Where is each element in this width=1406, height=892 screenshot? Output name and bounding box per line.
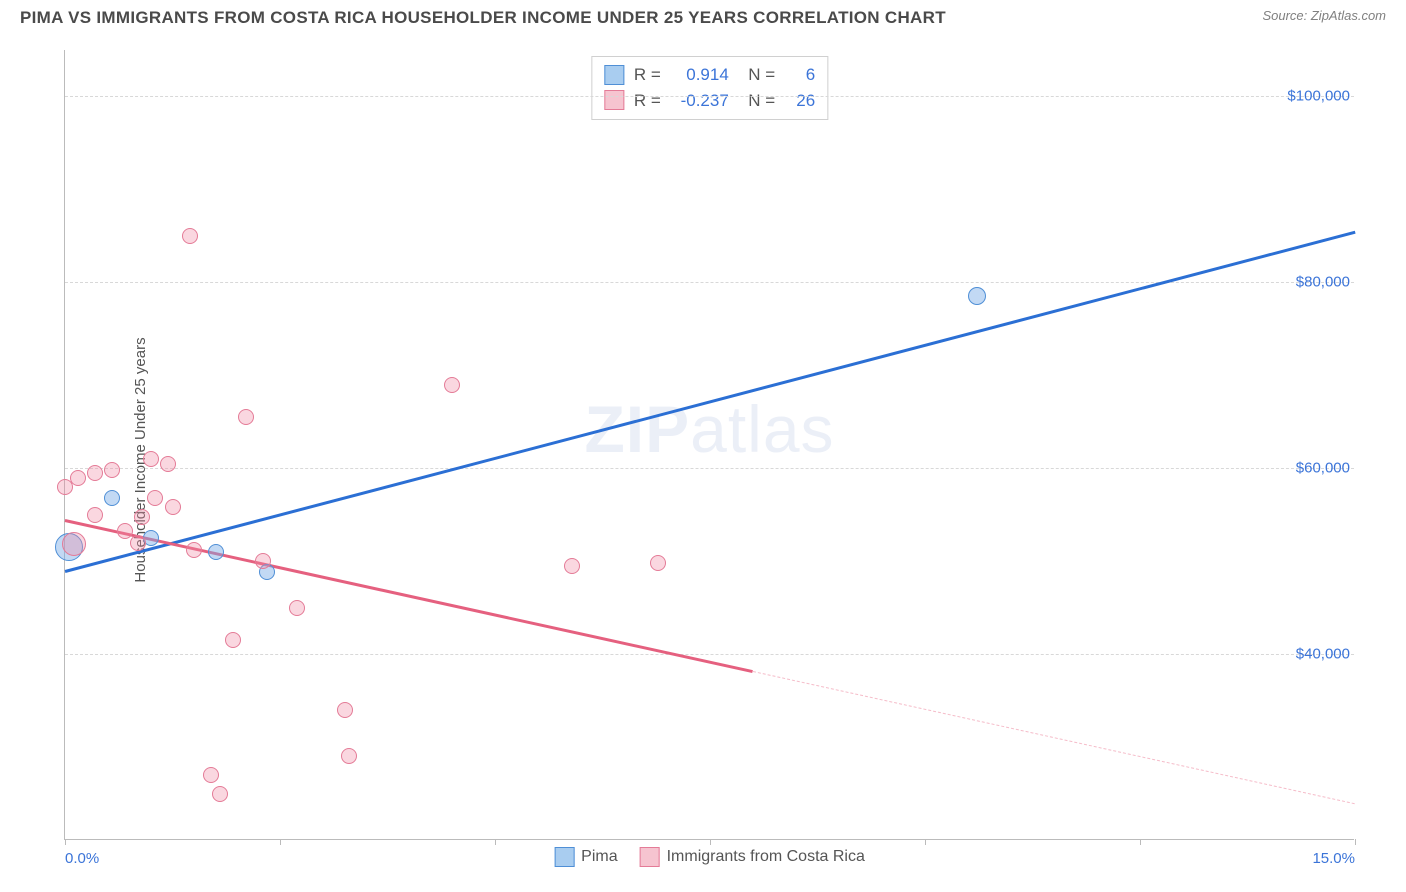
- chart-container: Householder Income Under 25 years ZIPatl…: [56, 50, 1386, 870]
- data-point: [337, 702, 353, 718]
- data-point: [147, 490, 163, 506]
- gridline: [65, 96, 1354, 97]
- corr-r-value: 0.914: [671, 62, 729, 88]
- corr-n-value: 26: [785, 88, 815, 114]
- data-point: [208, 544, 224, 560]
- gridline: [65, 654, 1354, 655]
- corr-n-value: 6: [785, 62, 815, 88]
- data-point: [182, 228, 198, 244]
- source-credit: Source: ZipAtlas.com: [1262, 8, 1386, 23]
- data-point: [255, 553, 271, 569]
- legend-item: Pima: [554, 847, 617, 867]
- data-point: [165, 499, 181, 515]
- watermark-atlas: atlas: [690, 392, 834, 466]
- data-point: [87, 507, 103, 523]
- data-point: [444, 377, 460, 393]
- data-point: [70, 470, 86, 486]
- x-tick: [1140, 839, 1141, 845]
- x-tick: [495, 839, 496, 845]
- x-tick-label: 15.0%: [1312, 850, 1355, 867]
- data-point: [212, 786, 228, 802]
- x-tick: [710, 839, 711, 845]
- data-point: [564, 558, 580, 574]
- data-point: [341, 748, 357, 764]
- y-tick-label: $80,000: [1296, 274, 1356, 291]
- data-point: [238, 409, 254, 425]
- corr-n-label: N =: [739, 62, 775, 88]
- legend-label: Pima: [581, 848, 617, 866]
- correlation-legend: R = 0.914 N = 6 R = -0.237 N = 26: [591, 56, 828, 120]
- correlation-row: R = -0.237 N = 26: [604, 88, 815, 114]
- correlation-row: R = 0.914 N = 6: [604, 62, 815, 88]
- data-point: [104, 462, 120, 478]
- data-point: [130, 535, 146, 551]
- scatter-plot: ZIPatlas R =0.914 N =6R =-0.237 N =26 Pi…: [64, 50, 1354, 840]
- chart-title: PIMA VS IMMIGRANTS FROM COSTA RICA HOUSE…: [20, 8, 946, 28]
- corr-r-value: -0.237: [671, 88, 729, 114]
- trendline: [65, 519, 754, 673]
- data-point: [968, 287, 986, 305]
- legend-swatch: [604, 65, 624, 85]
- data-point: [62, 532, 86, 556]
- legend-item: Immigrants from Costa Rica: [640, 847, 865, 867]
- corr-n-label: N =: [739, 88, 775, 114]
- series-legend: Pima Immigrants from Costa Rica: [554, 847, 865, 867]
- legend-swatch: [640, 847, 660, 867]
- data-point: [186, 542, 202, 558]
- data-point: [143, 451, 159, 467]
- y-tick-label: $40,000: [1296, 646, 1356, 663]
- data-point: [289, 600, 305, 616]
- corr-r-label: R =: [634, 88, 661, 114]
- x-tick-label: 0.0%: [65, 850, 99, 867]
- x-tick: [280, 839, 281, 845]
- gridline: [65, 468, 1354, 469]
- legend-swatch: [604, 90, 624, 110]
- data-point: [160, 456, 176, 472]
- legend-label: Immigrants from Costa Rica: [667, 848, 865, 866]
- y-tick-label: $100,000: [1287, 88, 1356, 105]
- x-tick: [1355, 839, 1356, 845]
- trendline: [753, 671, 1355, 804]
- header: PIMA VS IMMIGRANTS FROM COSTA RICA HOUSE…: [0, 0, 1406, 32]
- data-point: [650, 555, 666, 571]
- x-tick: [925, 839, 926, 845]
- data-point: [87, 465, 103, 481]
- data-point: [203, 767, 219, 783]
- data-point: [104, 490, 120, 506]
- corr-r-label: R =: [634, 62, 661, 88]
- legend-swatch: [554, 847, 574, 867]
- y-tick-label: $60,000: [1296, 460, 1356, 477]
- x-tick: [65, 839, 66, 845]
- data-point: [225, 632, 241, 648]
- data-point: [134, 509, 150, 525]
